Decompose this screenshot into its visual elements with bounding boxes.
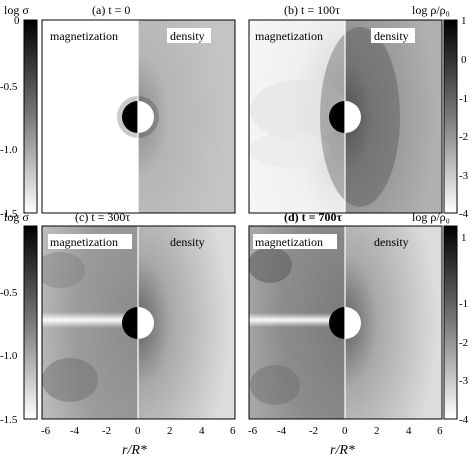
x-axis-label-right: r/R* [330, 443, 355, 458]
right-colorbar-tick: 1 [461, 15, 467, 27]
panel-c-title: (c) t = 300τ [75, 210, 130, 224]
x-axis-label-left: r/R* [122, 443, 147, 458]
x-tick: 0 [135, 425, 141, 437]
right-colorbar-tick: -1 [459, 298, 468, 310]
panel-c-frame [41, 225, 236, 420]
right-colorbar-label: log ρ/ρ₀ [412, 3, 450, 17]
x-axis-left: -6 -4 -2 0 2 4 6 [41, 425, 236, 437]
left-colorbar-top: log σ 0 -0.5 -1.0 -1.5 [0, 3, 38, 220]
panel-c-label-bg [48, 234, 132, 249]
panel-c-magnetization-label: magnetization [50, 235, 118, 249]
panel-b-title: (b) t = 100τ [284, 3, 340, 17]
x-tick: 6 [230, 425, 236, 437]
panel-b-magnetization-label: magnetization [255, 29, 323, 43]
left-colorbar-tick: 0 [14, 15, 20, 27]
panel-a-title: (a) t = 0 [92, 3, 130, 17]
panel-d-label-bg [253, 234, 337, 249]
right-colorbar-tick: -2 [459, 131, 468, 143]
x-tick: -4 [70, 425, 80, 437]
panel-b-frame [248, 19, 443, 214]
left-colorbar-label: log σ [4, 210, 29, 224]
panel-a-density-bg [167, 28, 211, 43]
x-tick: -4 [277, 425, 287, 437]
left-colorbar-tick: -1.0 [0, 144, 18, 156]
panel-a-frame [41, 19, 236, 214]
panel-b-density-label: density [374, 29, 409, 43]
x-tick: 2 [374, 425, 380, 437]
right-colorbar-tick: -3 [459, 375, 469, 387]
x-tick: -6 [41, 425, 51, 437]
panel-c [42, 226, 235, 419]
panel-d-frame [248, 225, 443, 420]
x-tick: -2 [102, 425, 111, 437]
x-axis-right: -6 -4 -2 0 2 4 6 [248, 425, 443, 437]
left-colorbar-bottom: log σ -0.5 -1.0 -1.5 [0, 210, 38, 426]
right-colorbar-top: log ρ/ρ₀ 1 0 -1 -2 -3 -4 [412, 3, 469, 220]
panel-b [249, 20, 442, 213]
right-colorbar-tick: -4 [459, 208, 469, 220]
panel-d-density-label: density [374, 235, 409, 249]
right-colorbar-tick: -2 [459, 337, 468, 349]
panel-c-density-label: density [170, 235, 205, 249]
panel-a-density-label: density [170, 29, 205, 43]
left-colorbar-tick: -1.0 [0, 350, 18, 362]
left-colorbar-tick: -1.5 [0, 414, 18, 426]
x-tick: 6 [437, 425, 443, 437]
panel-d-magnetization-label: magnetization [255, 235, 323, 249]
right-colorbar-tick: -1 [459, 93, 468, 105]
x-tick: -6 [248, 425, 258, 437]
x-tick: 2 [167, 425, 173, 437]
x-tick: -2 [309, 425, 318, 437]
left-colorbar-label: log σ [4, 3, 29, 17]
right-colorbar-tick: 0 [461, 54, 467, 66]
x-tick: 0 [342, 425, 348, 437]
left-colorbar-tick: -0.5 [0, 287, 18, 299]
right-colorbar-tick: 1 [461, 232, 467, 244]
panel-d-title: (d) t = 700τ [284, 210, 343, 224]
x-tick: 4 [406, 425, 412, 437]
panel-a [42, 20, 235, 213]
left-colorbar-tick: -0.5 [0, 81, 18, 93]
panel-a-magnetization-label: magnetization [50, 29, 118, 43]
right-colorbar-tick: -4 [459, 414, 469, 426]
left-colorbar-tick: -1.5 [0, 208, 18, 220]
x-tick: 4 [199, 425, 205, 437]
right-colorbar-tick: -3 [459, 170, 469, 182]
panel-a-label-bg [48, 28, 132, 43]
panel-b-density-bg [371, 28, 415, 43]
panel-d [249, 226, 442, 419]
